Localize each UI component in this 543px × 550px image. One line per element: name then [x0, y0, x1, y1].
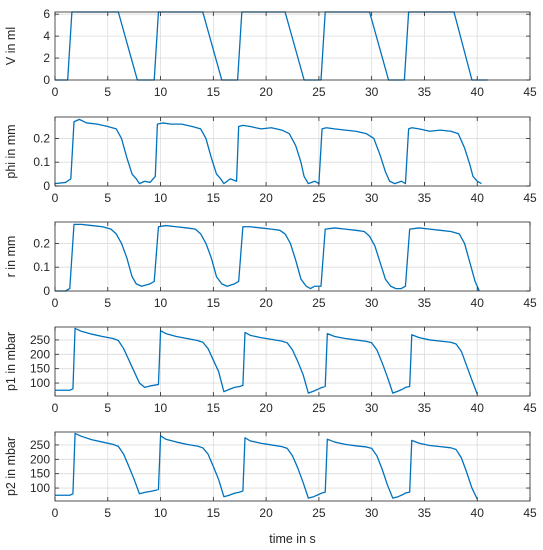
y-tick-label: 0.1 [33, 155, 50, 169]
y-tick-label: 4 [43, 29, 50, 43]
x-tick-label: 15 [207, 401, 221, 415]
x-tick-label: 35 [418, 296, 432, 310]
x-tick-label: 40 [471, 401, 485, 415]
y-tick-label: 150 [30, 467, 50, 481]
x-tick-label: 30 [365, 401, 379, 415]
chart-panel-3: 0 5 10 15 20 25 30 35 40 45 0 0.1 0.2 r in mm [4, 221, 537, 310]
x-tick-label: 5 [104, 401, 111, 415]
x-tick-label: 0 [52, 401, 59, 415]
x-tick-label: 25 [312, 296, 326, 310]
series-line-1 [55, 223, 480, 292]
y-axis-label: r in mm [4, 236, 18, 278]
x-axis-label: time in s [269, 532, 316, 546]
y-tick-label: 0 [43, 179, 50, 193]
x-tick-label: 25 [312, 506, 326, 520]
x-tick-label: 5 [104, 296, 111, 310]
x-tick-label: 20 [259, 506, 273, 520]
x-tick-label: 20 [259, 85, 273, 99]
x-tick-label: 35 [418, 401, 432, 415]
x-tick-label: 0 [52, 85, 59, 99]
chart-panel-1: 0 5 10 15 20 25 30 35 40 45 0 2 4 6 V in ml [4, 7, 537, 99]
x-tick-label: 10 [154, 401, 168, 415]
plot-area [55, 327, 530, 396]
x-tick-label: 0 [52, 191, 59, 205]
y-tick-label: 200 [30, 452, 50, 466]
x-tick-label: 20 [259, 191, 273, 205]
x-tick-label: 15 [207, 85, 221, 99]
x-tick-label: 10 [154, 296, 168, 310]
x-tick-label: 15 [207, 191, 221, 205]
x-tick-label: 45 [523, 401, 537, 415]
x-tick-label: 45 [523, 191, 537, 205]
axes-box [54, 326, 531, 397]
x-tick-label: 35 [418, 85, 432, 99]
x-tick-label: 40 [471, 506, 485, 520]
plot-area [55, 432, 530, 501]
axes-box [54, 431, 531, 502]
y-tick-label: 100 [30, 376, 50, 390]
x-tick-label: 15 [207, 296, 221, 310]
x-tick-label: 35 [418, 506, 432, 520]
series-line-1 [55, 432, 478, 500]
x-tick-label: 25 [312, 401, 326, 415]
x-tick-label: 25 [312, 85, 326, 99]
y-axis-label: phi in mm [4, 124, 18, 178]
x-tick-label: 25 [312, 191, 326, 205]
y-tick-label: 2 [43, 51, 50, 65]
y-axis-label: V in ml [4, 27, 18, 65]
plot-area [55, 117, 530, 186]
y-tick-label: 250 [30, 438, 50, 452]
y-tick-label: 100 [30, 481, 50, 495]
x-tick-label: 30 [365, 85, 379, 99]
y-axis-label: p2 in mbar [4, 437, 18, 496]
x-tick-label: 30 [365, 506, 379, 520]
y-tick-label: 0 [43, 284, 50, 298]
axes-box [54, 116, 531, 187]
x-tick-label: 45 [523, 506, 537, 520]
x-tick-label: 15 [207, 506, 221, 520]
x-tick-label: 10 [154, 191, 168, 205]
x-tick-label: 0 [52, 506, 59, 520]
series-line-1 [55, 327, 478, 395]
y-tick-label: 0 [43, 73, 50, 87]
x-tick-label: 35 [418, 191, 432, 205]
chart-panel-2: 0 5 10 15 20 25 30 35 40 45 0 0.1 0.2 phi in mm [4, 116, 537, 205]
plot-area [55, 12, 530, 80]
y-tick-label: 150 [30, 362, 50, 376]
x-tick-label: 30 [365, 296, 379, 310]
x-tick-label: 40 [471, 85, 485, 99]
x-tick-label: 0 [52, 296, 59, 310]
series-line-1 [54, 118, 482, 185]
x-tick-label: 5 [104, 506, 111, 520]
x-tick-label: 20 [259, 401, 273, 415]
x-tick-label: 40 [471, 191, 485, 205]
y-tick-label: 250 [30, 333, 50, 347]
x-tick-label: 30 [365, 191, 379, 205]
axes-box [54, 221, 531, 292]
x-tick-label: 20 [259, 296, 273, 310]
x-tick-label: 40 [471, 296, 485, 310]
x-tick-label: 5 [104, 191, 111, 205]
y-axis-label: p1 in mbar [4, 332, 18, 391]
y-tick-label: 6 [43, 7, 50, 21]
axes-box [54, 11, 531, 81]
x-tick-label: 5 [104, 85, 111, 99]
x-tick-label: 10 [154, 85, 168, 99]
x-tick-label: 45 [523, 296, 537, 310]
y-tick-label: 0.1 [33, 260, 50, 274]
y-tick-label: 200 [30, 347, 50, 361]
y-tick-label: 0.2 [33, 236, 50, 250]
x-tick-label: 45 [523, 85, 537, 99]
x-tick-label: 10 [154, 506, 168, 520]
y-tick-label: 0.2 [33, 131, 50, 145]
